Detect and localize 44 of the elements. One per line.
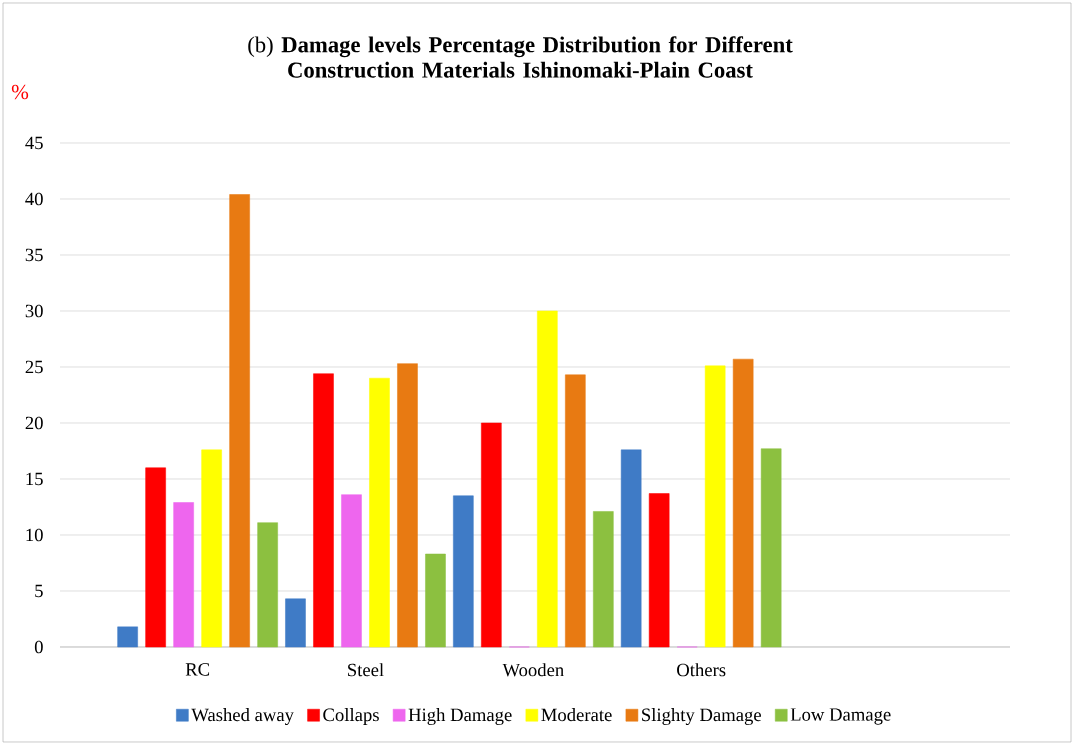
bar xyxy=(117,626,138,648)
y-tick-label: 20 xyxy=(25,416,43,430)
legend-label: High Damage xyxy=(408,708,512,726)
y-axis-title: % xyxy=(11,84,29,100)
bar xyxy=(704,365,726,648)
y-tick-label: 45 xyxy=(25,136,43,150)
bar xyxy=(620,449,642,648)
bar xyxy=(285,598,306,648)
bar xyxy=(369,377,390,648)
bar xyxy=(201,449,222,648)
bar xyxy=(648,493,670,648)
bar xyxy=(453,495,474,648)
bar xyxy=(565,374,586,648)
bar xyxy=(173,502,194,648)
x-tick-label: Steel xyxy=(348,663,384,677)
legend-label: Low Damage xyxy=(790,708,891,725)
y-tick-label: 10 xyxy=(26,528,43,542)
bar xyxy=(732,358,754,648)
legend-label: Collaps xyxy=(323,708,379,725)
chart-title: (b) Damage levels Percentage Distribution for Different Construction Materials Ishinomaki-Plain Coast xyxy=(248,36,793,78)
bar xyxy=(145,467,166,648)
legend-label: Washed away xyxy=(191,708,294,726)
x-tick-label: RC xyxy=(185,663,210,676)
bar xyxy=(537,310,558,648)
y-tick-label: 25 xyxy=(25,360,43,374)
y-tick-label: 15 xyxy=(26,472,43,486)
y-tick-label: 5 xyxy=(35,584,43,598)
legend-label: Slighty Damage xyxy=(642,708,761,726)
bar xyxy=(481,422,502,648)
x-tick-label: Others xyxy=(677,663,726,677)
y-tick-label: 40 xyxy=(25,192,43,206)
bar xyxy=(760,448,782,648)
bar xyxy=(425,553,446,648)
bar xyxy=(229,194,250,648)
y-tick-label: 30 xyxy=(25,304,43,318)
bar xyxy=(341,494,362,648)
y-tick-label: 0 xyxy=(34,640,43,654)
bar xyxy=(593,511,614,648)
x-tick-label: Wooden xyxy=(502,663,564,677)
bar xyxy=(313,373,334,648)
legend-label: Moderate xyxy=(541,708,612,722)
y-tick-label: 35 xyxy=(25,248,43,262)
bar xyxy=(397,363,418,648)
bar xyxy=(257,522,278,648)
